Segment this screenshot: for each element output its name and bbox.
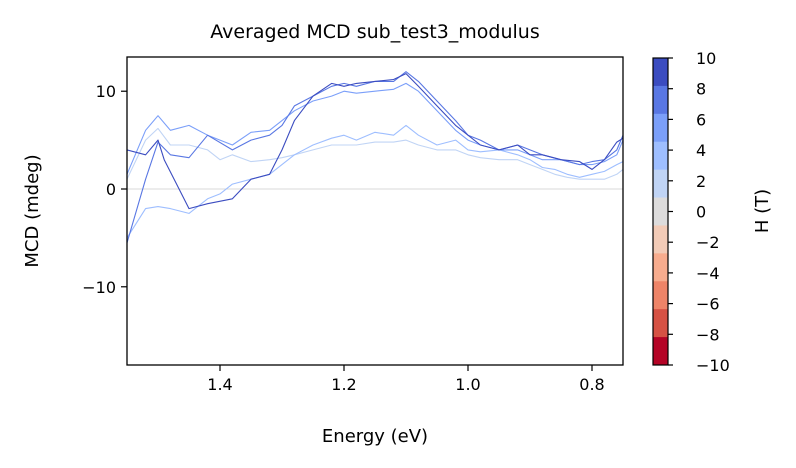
colorbar-band — [653, 58, 668, 87]
colorbar-band — [653, 113, 668, 143]
colorbar-band — [653, 281, 668, 310]
colorbar-band — [653, 253, 668, 282]
colorbar: 10 8 6 4 2 0 −2 −4 −6 −8 −10 — [652, 49, 730, 375]
colorbar-tick-label: 8 — [696, 80, 706, 99]
colorbar-tick-label: −6 — [696, 295, 720, 314]
colorbar-label: H (T) — [752, 189, 773, 233]
colorbar-tick-label: −2 — [696, 233, 720, 252]
colorbar-tick-label: −8 — [696, 325, 720, 344]
y-axis-label: MCD (mdeg) — [22, 154, 43, 267]
colorbar-tick-label: 4 — [696, 141, 706, 160]
colorbar-tick-label: −4 — [696, 264, 720, 283]
plot-area — [127, 71, 623, 243]
colorbar-tick-label: 2 — [696, 172, 706, 191]
colorbar-band — [653, 141, 668, 171]
axes: 1.4 1.2 1.0 0.8 10 0 −10 — [82, 56, 624, 394]
x-tick-label: 1.0 — [455, 375, 480, 394]
chart-title: Averaged MCD sub_test3_modulus — [210, 21, 540, 43]
colorbar-band — [653, 169, 668, 199]
x-tick-label: 0.8 — [579, 375, 604, 394]
y-tick-label: 10 — [96, 82, 116, 101]
plot-frame — [126, 56, 624, 366]
colorbar-band — [653, 85, 668, 115]
colorbar-tick-label: 6 — [696, 110, 706, 129]
x-tick-label: 1.2 — [331, 375, 356, 394]
colorbar-band — [653, 225, 668, 254]
colorbar-band — [653, 309, 668, 338]
x-axis-label: Energy (eV) — [322, 426, 428, 447]
colorbar-tick-label: 10 — [696, 49, 716, 68]
series-line-4 — [127, 124, 623, 239]
colorbar-band — [653, 197, 668, 226]
series-line-1 — [127, 73, 623, 210]
series-group — [127, 71, 623, 243]
colorbar-band — [653, 337, 668, 366]
series-line-5 — [127, 127, 623, 180]
y-tick-label: 0 — [106, 180, 116, 199]
colorbar-tick-label: −10 — [696, 356, 730, 375]
x-tick-label: 1.4 — [207, 375, 232, 394]
colorbar-tick-label: 0 — [696, 203, 706, 222]
series-line-3 — [127, 82, 623, 175]
y-tick-label: −10 — [82, 278, 116, 297]
